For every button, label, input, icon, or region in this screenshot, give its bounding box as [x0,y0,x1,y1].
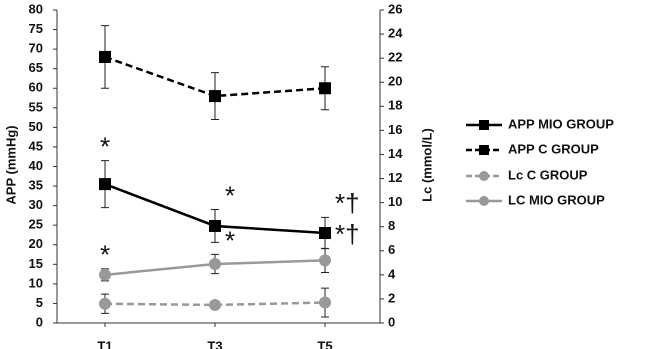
y2-tick-label: 10 [388,194,402,209]
data-point [99,268,111,281]
y2-tick-label: 12 [388,170,402,185]
y-tick-label: 35 [29,178,43,193]
x-tick-label: T1 [97,338,112,349]
data-point [319,227,331,240]
y-tick-label: 0 [36,314,43,329]
annotation: * [225,180,235,210]
y2-tick-label: 20 [388,74,402,89]
y-tick-label: 65 [29,60,43,75]
y-tick-label: 20 [29,236,43,251]
y-tick-label: 75 [29,21,43,36]
y2-tick-label: 2 [388,290,395,305]
data-point [209,258,221,271]
data-point [99,178,111,191]
data-point [99,50,111,63]
y-tick-label: 10 [29,275,43,290]
data-point [209,219,221,232]
y2-tick-label: 6 [388,242,395,257]
y-tick-label: 60 [29,80,43,95]
legend-marker [479,120,489,130]
x-tick-label: T3 [207,338,222,349]
annotation: * [100,240,110,270]
y-tick-label: 25 [29,217,43,232]
data-point [319,254,331,267]
legend-marker [479,171,489,181]
y2-tick-label: 14 [388,146,403,161]
annotation: * [225,225,235,255]
y-tick-label: 55 [29,99,43,114]
legend-label: APP C GROUP [508,141,599,156]
legend-label: Lc C GROUP [508,167,588,182]
data-point [319,82,331,95]
annotation: * [100,132,110,162]
data-point [209,298,221,311]
y-tick-label: 50 [29,119,43,134]
y-tick-label: 80 [29,1,43,16]
annotation: *† [335,219,360,249]
y2-tick-label: 8 [388,218,395,233]
y2-tick-label: 26 [388,1,402,16]
data-point [99,297,111,310]
y-tick-label: 40 [29,158,43,173]
data-point [319,296,331,309]
y-tick-label: 45 [29,138,43,153]
y-tick-label: 15 [29,256,43,271]
legend-label: APP MIO GROUP [508,116,614,131]
legend-marker [479,145,489,155]
y-tick-label: 70 [29,41,43,56]
y2-tick-label: 0 [388,314,395,329]
data-point [209,90,221,103]
y2-axis-title: Lc (mmol/L) [419,128,434,202]
legend-label: LC MIO GROUP [508,192,605,207]
y-tick-label: 5 [36,295,43,310]
legend-marker [479,196,489,206]
y-axis-title: APP (mmHg) [3,125,18,204]
x-tick-label: T5 [317,338,332,349]
y-tick-label: 30 [29,197,43,212]
y2-tick-label: 22 [388,50,402,65]
y2-tick-label: 4 [388,266,396,281]
y2-tick-label: 18 [388,98,402,113]
y2-tick-label: 16 [388,122,402,137]
annotation: *† [335,188,360,218]
y2-tick-label: 24 [388,26,403,41]
